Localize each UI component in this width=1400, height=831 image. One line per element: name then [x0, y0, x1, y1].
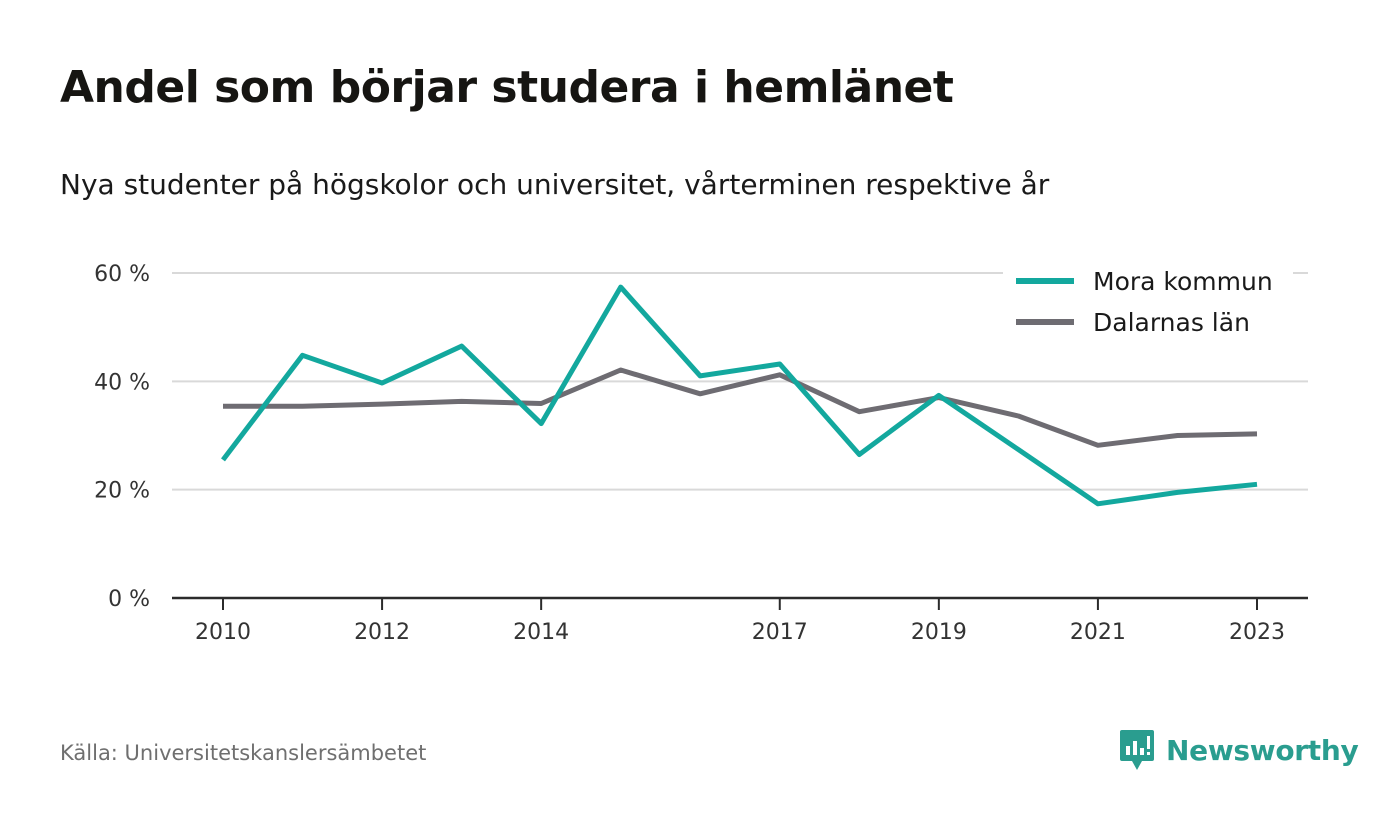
source-note: Källa: Universitetskanslersämbetet: [60, 741, 427, 765]
brand-name: Newsworthy: [1166, 733, 1359, 767]
newsworthy-logo-icon: [1120, 730, 1154, 770]
legend-label: Dalarnas län: [1093, 308, 1250, 337]
chart-title: Andel som börjar studera i hemlänet: [60, 62, 954, 113]
x-tick-label: 2021: [1070, 620, 1126, 645]
x-tick-label: 2023: [1229, 620, 1285, 645]
series-line-0: [221, 284, 1258, 507]
y-tick-label: 40 %: [94, 370, 150, 395]
x-tick-label: 2010: [195, 620, 251, 645]
x-tick-label: 2012: [354, 620, 410, 645]
y-axis-ticks: 0 % 20 % 40 % 60 %: [94, 262, 150, 612]
x-tick-label: 2019: [911, 620, 967, 645]
x-tick-label: 2014: [513, 620, 569, 645]
legend: Mora kommun Dalarnas län: [1003, 258, 1293, 348]
y-tick-label: 20 %: [94, 479, 150, 504]
y-tick-label: 60 %: [94, 262, 150, 287]
x-axis-ticks: 2010 2012 2014 2017 2019 2021 2023: [195, 598, 1285, 645]
legend-label: Mora kommun: [1093, 267, 1273, 296]
legend-background: [1003, 258, 1293, 348]
series-line-1: [223, 367, 1258, 448]
brand-logo: Newsworthy: [1118, 728, 1359, 772]
x-tick-label: 2017: [752, 620, 808, 645]
chart-subtitle: Nya studenter på högskolor och universit…: [60, 168, 1050, 201]
line-chart: 0 % 20 % 40 % 60 % 2010 2012 2014 2017 2019 2021…: [94, 258, 1308, 645]
series-lines: [221, 284, 1258, 507]
y-tick-label: 0 %: [108, 587, 150, 612]
